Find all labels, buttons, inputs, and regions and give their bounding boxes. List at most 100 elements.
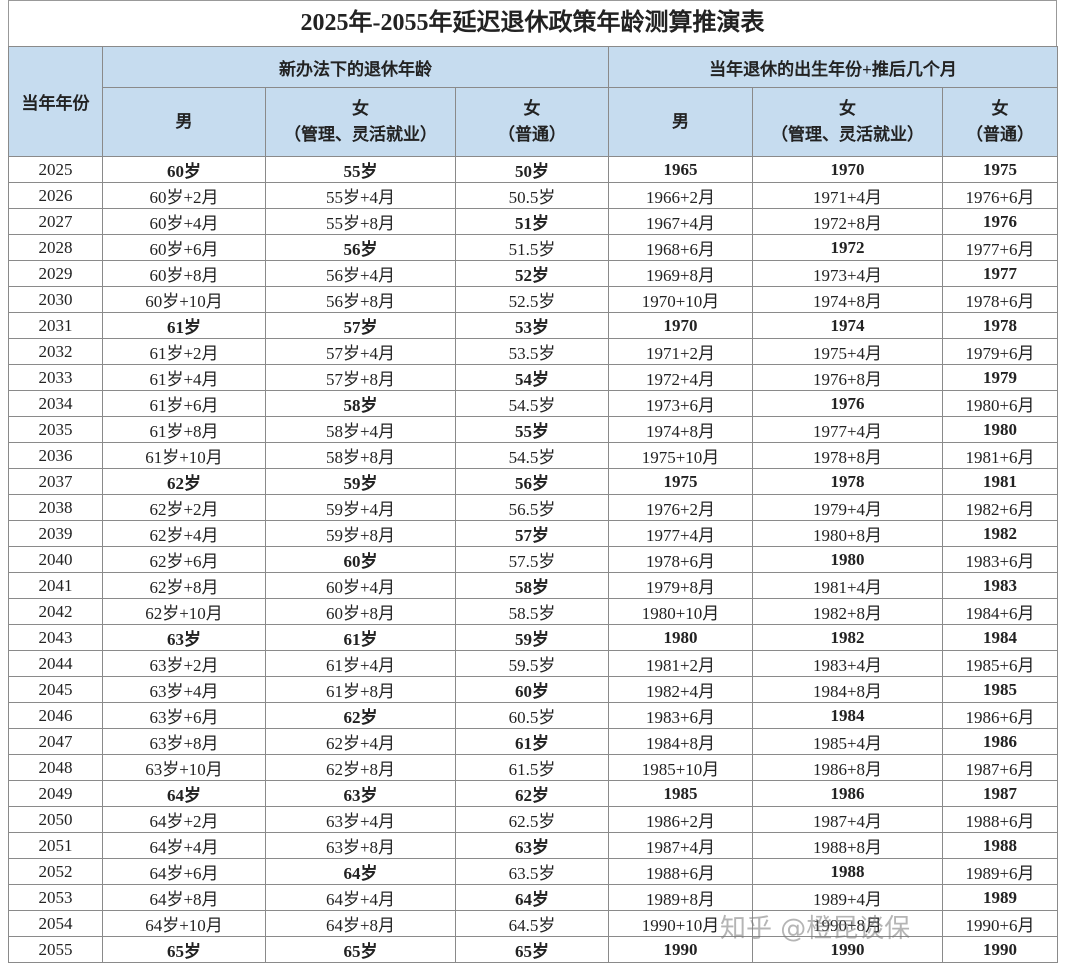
table-cell: 1978+6月 (608, 546, 754, 573)
table-cell: 2033 (8, 364, 103, 391)
table-cell: 60岁+8月 (102, 260, 266, 287)
table-row: 2038 62岁+2月 59岁+4月 56.5岁 1976+2月 1979+4月 1982+… (8, 494, 1059, 521)
table-cell: 63岁+2月 (102, 650, 266, 677)
table-cell: 60岁 (265, 546, 456, 573)
table-cell: 63岁+8月 (102, 728, 266, 755)
table-cell: 1978 (752, 468, 944, 495)
table-cell: 61岁+8月 (265, 676, 456, 703)
table-cell: 63.5岁 (454, 858, 610, 885)
table-cell: 63岁+4月 (265, 806, 456, 833)
table-cell: 2029 (8, 260, 103, 287)
table-cell: 1965 (608, 156, 754, 183)
table-cell: 62岁+4月 (265, 728, 456, 755)
table-cell: 62岁 (265, 702, 456, 729)
table-cell: 1973+6月 (608, 390, 754, 417)
table-cell: 60岁+4月 (102, 208, 266, 235)
table-cell: 61岁+10月 (102, 442, 266, 469)
table-cell: 1985+4月 (752, 728, 944, 755)
table-cell: 57岁 (265, 312, 456, 339)
table-cell: 65岁 (454, 936, 610, 963)
table-cell: 1986 (752, 780, 944, 807)
table-row: 2050 64岁+2月 63岁+4月 62.5岁 1986+2月 1987+4月 1988+… (8, 806, 1059, 833)
table-row: 2045 63岁+4月 61岁+8月 60岁 1982+4月 1984+8月 1985 (8, 676, 1059, 703)
table-row: 2036 61岁+10月 58岁+8月 54.5岁 1975+10月 1978+8月 198… (8, 442, 1059, 469)
table-cell: 2041 (8, 572, 103, 599)
table-cell: 1989+4月 (752, 884, 944, 911)
table-cell: 62岁 (102, 468, 266, 495)
table-cell: 1976+2月 (608, 494, 754, 521)
table-cell: 64岁+8月 (102, 884, 266, 911)
table-row: 2025 60岁 55岁 50岁 1965 1970 1975 (8, 156, 1059, 183)
table-row: 2054 64岁+10月 64岁+8月 64.5岁 1990+10月 1990+8月 199… (8, 910, 1059, 937)
table-row: 2029 60岁+8月 56岁+4月 52岁 1969+8月 1973+4月 1977 (8, 260, 1059, 287)
table-cell: 2043 (8, 624, 103, 651)
table-cell: 56岁+8月 (265, 286, 456, 313)
table-row: 2049 64岁 63岁 62岁 1985 1986 1987 (8, 780, 1059, 807)
table-cell: 65岁 (102, 936, 266, 963)
table-cell: 1985 (942, 676, 1059, 703)
header-line: 女 (991, 99, 1009, 118)
table-cell: 1979+4月 (752, 494, 944, 521)
table-row: 2039 62岁+4月 59岁+8月 57岁 1977+4月 1980+8月 1982 (8, 520, 1059, 547)
table-cell: 63岁 (265, 780, 456, 807)
table-cell: 1977+6月 (942, 234, 1059, 261)
table-cell: 2051 (8, 832, 103, 859)
table-cell: 2031 (8, 312, 103, 339)
table-cell: 62岁+10月 (102, 598, 266, 625)
table-cell: 56岁 (265, 234, 456, 261)
table-cell: 1978+6月 (942, 286, 1059, 313)
table-cell: 61.5岁 (454, 754, 610, 781)
table-cell: 1980+8月 (752, 520, 944, 547)
table-cell: 1977+4月 (752, 416, 944, 443)
table-row: 2027 60岁+4月 55岁+8月 51岁 1967+4月 1972+8月 1976 (8, 208, 1059, 235)
table-cell: 58岁 (265, 390, 456, 417)
table-cell: 1987 (942, 780, 1059, 807)
table-cell: 61岁+6月 (102, 390, 266, 417)
table-cell: 1983+4月 (752, 650, 944, 677)
table-cell: 60岁+2月 (102, 182, 266, 209)
table-cell: 1988 (752, 858, 944, 885)
table-cell: 1979 (942, 364, 1059, 391)
header-line: （管理、灵活就业） (771, 125, 925, 144)
table-cell: 56.5岁 (454, 494, 610, 521)
table-cell: 60.5岁 (454, 702, 610, 729)
table-cell: 1989 (942, 884, 1059, 911)
table-row: 2031 61岁 57岁 53岁 1970 1974 1978 (8, 312, 1059, 339)
table-cell: 1980 (752, 546, 944, 573)
table-row: 2055 65岁 65岁 65岁 1990 1990 1990 (8, 936, 1059, 963)
table-cell: 60岁 (454, 676, 610, 703)
table-cell: 61岁+4月 (265, 650, 456, 677)
table-cell: 1987+4月 (752, 806, 944, 833)
table-cell: 2045 (8, 676, 103, 703)
table-cell: 60岁+4月 (265, 572, 456, 599)
header-cell: 女 （管理、灵活就业） (265, 87, 456, 157)
title: 2025年-2055年延迟退休政策年龄测算推演表 (8, 0, 1057, 46)
table-cell: 63岁+4月 (102, 676, 266, 703)
table-cell: 1983 (942, 572, 1059, 599)
table-cell: 2052 (8, 858, 103, 885)
table-row: 2041 62岁+8月 60岁+4月 58岁 1979+8月 1981+4月 1983 (8, 572, 1059, 599)
table-cell: 64岁+2月 (102, 806, 266, 833)
table-cell: 1980+6月 (942, 390, 1059, 417)
table-cell: 64岁+8月 (265, 910, 456, 937)
table-cell: 59.5岁 (454, 650, 610, 677)
table-cell: 1983+6月 (942, 546, 1059, 573)
table-cell: 54.5岁 (454, 390, 610, 417)
table-cell: 1975 (942, 156, 1059, 183)
table-cell: 1971+4月 (752, 182, 944, 209)
table-cell: 64岁+4月 (265, 884, 456, 911)
table-cell: 62岁+4月 (102, 520, 266, 547)
table-cell: 63岁+8月 (265, 832, 456, 859)
table-row: 2051 64岁+4月 63岁+8月 63岁 1987+4月 1988+8月 1988 (8, 832, 1059, 859)
table-cell: 64岁+6月 (102, 858, 266, 885)
table-cell: 2026 (8, 182, 103, 209)
table-cell: 1972+4月 (608, 364, 754, 391)
table-row: 2028 60岁+6月 56岁 51.5岁 1968+6月 1972 1977+6月 (8, 234, 1059, 261)
header-line: 男 (175, 112, 193, 131)
table-cell: 59岁+4月 (265, 494, 456, 521)
table-cell: 64岁 (102, 780, 266, 807)
table-cell: 65岁 (265, 936, 456, 963)
watermark: 知乎 @橙昆谈保 (720, 914, 911, 944)
table-cell: 64岁 (265, 858, 456, 885)
table-row: 2044 63岁+2月 61岁+4月 59.5岁 1981+2月 1983+4月 1985+… (8, 650, 1059, 677)
